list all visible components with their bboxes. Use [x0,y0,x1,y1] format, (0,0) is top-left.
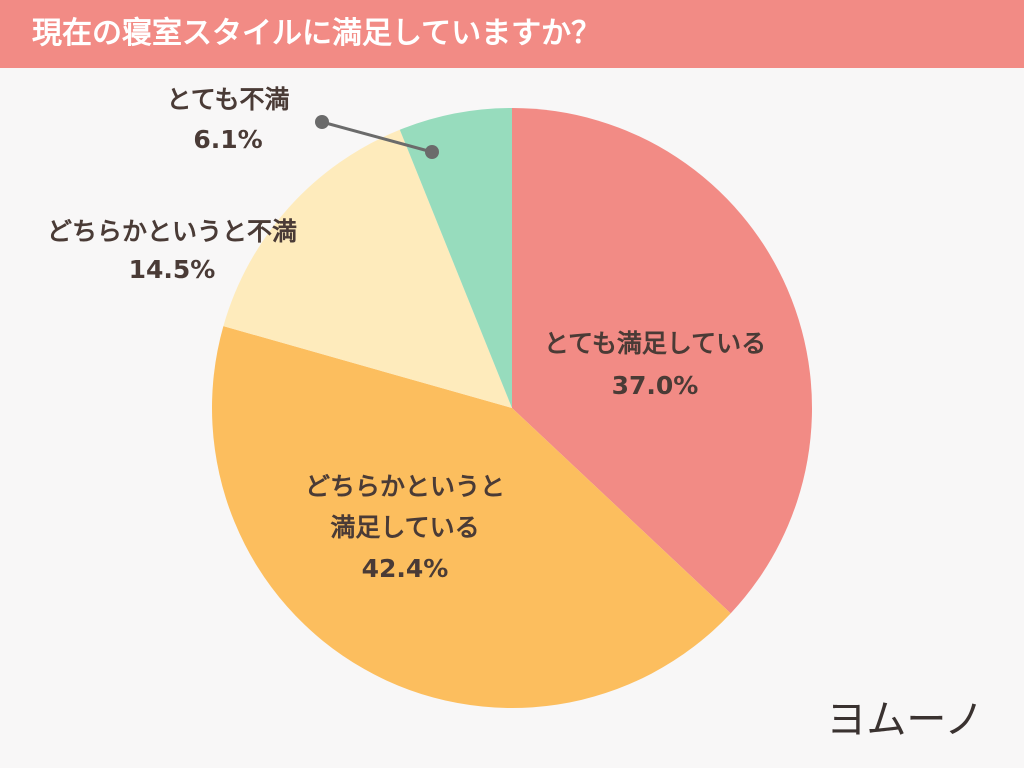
pie-slice-4 [399,108,512,408]
slice-value: 6.1% [193,125,262,154]
leader-end-dot [425,145,439,159]
leader-start-dot [315,115,329,129]
slice-label-2: どちらかというと満足している 42.4% [305,472,505,583]
slice-name: とても満足している [544,329,766,358]
pie-slice-3 [223,129,512,408]
pie-slice-2 [211,326,731,708]
leader-line [321,120,433,154]
title-bar: 現在の寝室スタイルに満足していますか？ [0,0,1024,68]
slice-name: どちらかというと不満 [47,217,297,246]
slice-label-1: とても満足している 37.0% [544,329,766,400]
pie-slice-1 [512,108,812,614]
slice-value: 42.4% [362,554,449,583]
chart-title: 現在の寝室スタイルに満足していますか？ [32,16,602,51]
slice-label-3: どちらかというと不満 14.5% [47,217,297,284]
slice-value: 37.0% [612,371,699,400]
slice-label-4: とても不満 6.1% [166,85,289,154]
slice-name: 満足している [330,513,479,542]
slice-value: 14.5% [129,255,216,284]
slice-name: とても不満 [166,85,289,114]
brand-logo: ヨムーノ [826,697,984,743]
slice-name: どちらかというと [305,472,505,501]
